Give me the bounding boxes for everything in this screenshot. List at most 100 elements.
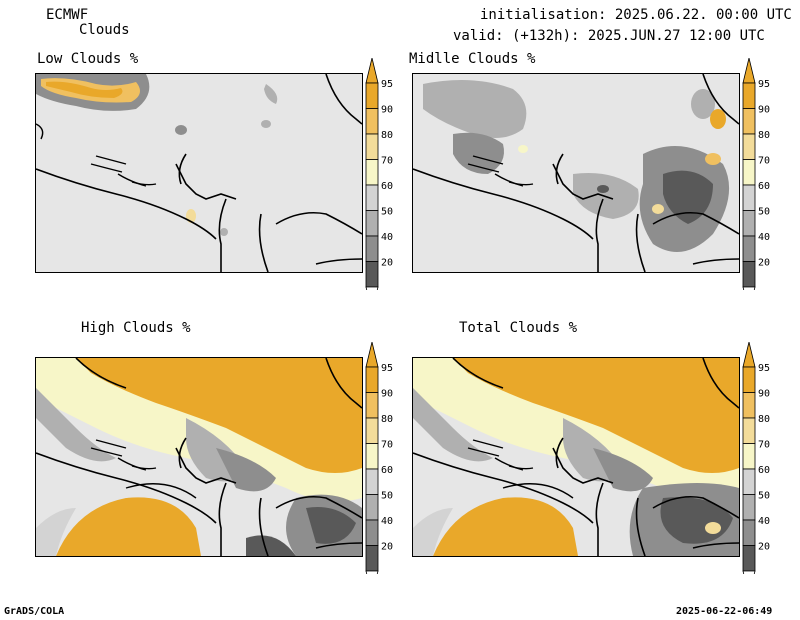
colorbar-max-triangle [742,341,756,368]
colorbar-min-triangle [365,286,379,312]
colorbar-tick-label: 70 [381,440,393,451]
colorbar-tick-label: 50 [381,207,393,218]
colorbar-segment [742,82,756,109]
panel-title-high: High Clouds % [81,320,191,336]
colorbar-segment [742,468,756,495]
colorbar-tick-label: 70 [758,440,770,451]
colorbar-segment [365,545,379,572]
colorbar-tick-label: 20 [758,258,770,269]
colorbar-tick-label: 70 [381,156,393,167]
colorbar-tick-label: 60 [381,181,393,192]
valid-time: valid: (+132h): 2025.JUN.27 12:00 UTC [453,28,765,44]
cloud-field-high [36,358,362,556]
colorbar-segment [365,366,379,393]
colorbar-tick-label: 95 [381,79,393,90]
colorbar-min-triangle [742,570,756,596]
map-panel-total [412,357,740,557]
colorbar-tick-label: 20 [381,258,393,269]
colorbar-segment [365,443,379,470]
cloud-field-total [413,358,739,556]
colorbar-max-triangle [365,57,379,84]
colorbar-tick-label: 80 [381,130,393,141]
map-panel-middle [412,73,740,273]
colorbar-tick-label: 95 [381,363,393,374]
panel-title-low: Low Clouds % [37,51,139,67]
colorbar-tick-label: 80 [758,414,770,425]
colorbar-segment [742,108,756,135]
colorbar-segment [742,210,756,237]
colorbar-segment [742,159,756,186]
colorbar-tick-label: 90 [758,105,770,116]
cloud-field-low [36,74,278,236]
colorbar-tick-label: 90 [381,389,393,400]
colorbar-tick-label: 50 [758,207,770,218]
init-time: initialisation: 2025.06.22. 00:00 UTC [480,7,792,23]
coastline-islands-low [36,123,157,187]
colorbar-tick-label: 40 [381,516,393,527]
footer-software: GrADS/COLA [4,606,65,617]
colorbar-segment [365,82,379,109]
colorbar-segment [365,133,379,160]
cloud-field-middle [423,80,730,252]
colorbar-segment [742,184,756,211]
colorbar-segment [365,417,379,444]
country-borders-high [36,358,362,556]
colorbar-high: 95 90 80 70 60 50 40 20 [364,341,404,596]
colorbar-segment [365,494,379,521]
colorbar-tick-label: 60 [758,181,770,192]
colorbar-segment [365,184,379,211]
colorbar-total: 95 90 80 70 60 50 40 20 [741,341,781,596]
coastline-islands-high [90,439,197,499]
colorbar-segment [365,235,379,262]
colorbar-tick-label: 60 [758,465,770,476]
colorbar-segment [742,494,756,521]
colorbar-max-triangle [365,341,379,368]
colorbar-segment [742,519,756,546]
coastline-islands-total [467,439,574,499]
colorbar-segment [365,392,379,419]
country-borders-middle [413,74,739,272]
map-panel-low [35,73,363,273]
colorbar-tick-label: 20 [381,542,393,553]
product-label: Clouds [79,22,130,38]
colorbar-segment [365,108,379,135]
panel-title-middle: Midlle Clouds % [409,51,536,67]
colorbar-tick-label: 80 [381,414,393,425]
colorbar-tick-label: 50 [381,491,393,502]
footer-timestamp: 2025-06-22-06:49 [676,606,773,617]
colorbar-low: 95 90 80 70 60 50 40 20 [364,57,404,312]
colorbar-tick-label: 60 [381,465,393,476]
colorbar-tick-label: 95 [758,79,770,90]
colorbar-tick-label: 90 [758,389,770,400]
colorbar-segment [365,261,379,288]
colorbar-segment [742,261,756,288]
map-panel-high [35,357,363,557]
colorbar-middle: 95 90 80 70 60 50 40 20 [741,57,781,312]
colorbar-min-triangle [365,570,379,596]
colorbar-max-triangle [742,57,756,84]
colorbar-tick-label: 90 [381,105,393,116]
country-borders-low [36,74,362,272]
colorbar-segment [742,366,756,393]
colorbar-tick-label: 50 [758,491,770,502]
colorbar-segment [742,417,756,444]
coastline-islands-middle [467,155,534,187]
model-label: ECMWF [46,7,89,23]
colorbar-tick-label: 95 [758,363,770,374]
colorbar-segment [365,159,379,186]
colorbar-tick-label: 70 [758,156,770,167]
colorbar-tick-label: 20 [758,542,770,553]
colorbar-segment [742,133,756,160]
colorbar-segment [742,235,756,262]
colorbar-min-triangle [742,286,756,312]
colorbar-segment [742,545,756,572]
colorbar-segment [365,519,379,546]
colorbar-segment [742,443,756,470]
colorbar-tick-label: 40 [758,516,770,527]
colorbar-segment [365,468,379,495]
colorbar-tick-label: 40 [381,232,393,243]
colorbar-tick-label: 80 [758,130,770,141]
colorbar-segment [365,210,379,237]
panel-title-total: Total Clouds % [459,320,578,336]
colorbar-tick-label: 40 [758,232,770,243]
